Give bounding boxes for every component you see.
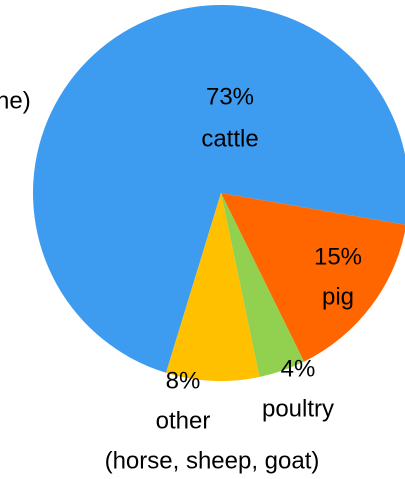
pie-slice (33, 5, 405, 373)
value-label: 8% (166, 367, 201, 394)
annotation: (horse, sheep, goat) (105, 447, 320, 474)
chart-title: ne) (0, 87, 31, 114)
pie-slice (221, 193, 405, 362)
category-label: cattle (201, 125, 258, 152)
value-label: 73% (206, 83, 254, 110)
pie-slice (166, 193, 260, 381)
value-label: 4% (281, 355, 316, 382)
category-label: pig (322, 283, 354, 310)
pie-slice (221, 193, 305, 378)
category-label: other (156, 407, 211, 434)
category-label: poultry (262, 395, 334, 422)
value-label: 15% (314, 243, 362, 270)
